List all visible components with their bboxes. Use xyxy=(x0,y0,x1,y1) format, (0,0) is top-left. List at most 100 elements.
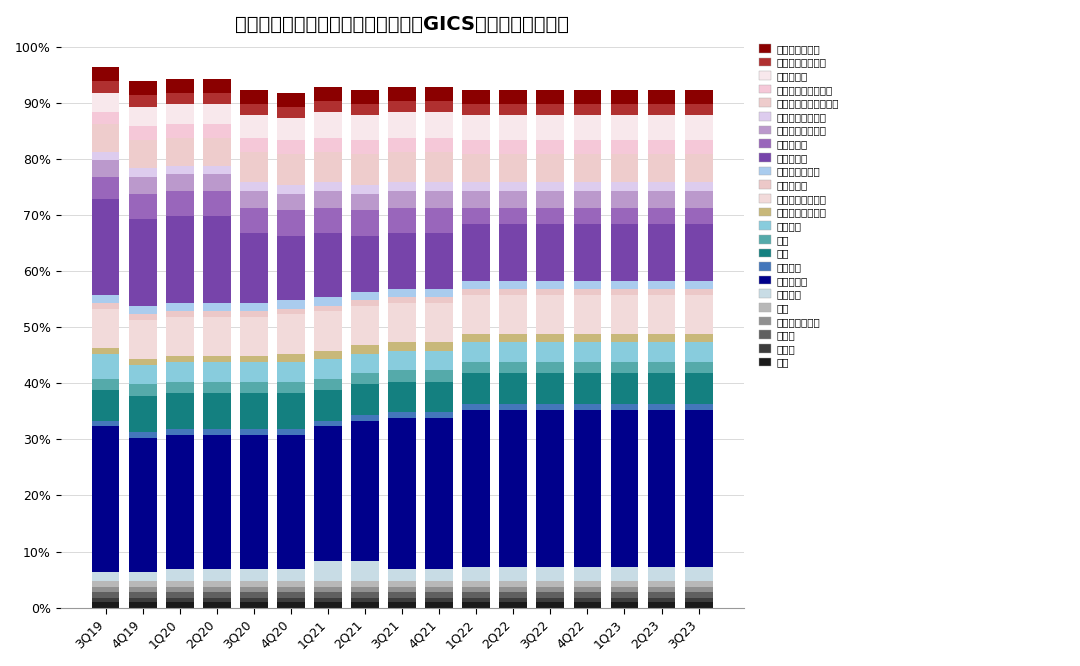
Bar xyxy=(537,104,564,115)
Bar xyxy=(92,113,120,123)
Bar xyxy=(648,334,675,342)
Bar xyxy=(351,581,379,587)
Bar xyxy=(203,104,231,123)
Bar xyxy=(129,194,157,219)
Bar xyxy=(314,152,342,182)
Bar xyxy=(276,308,305,314)
Bar xyxy=(240,104,268,115)
Bar xyxy=(276,141,305,155)
Bar xyxy=(610,289,638,294)
Bar xyxy=(165,191,193,216)
Bar xyxy=(165,123,193,138)
Bar xyxy=(462,342,490,362)
Bar xyxy=(462,141,490,155)
Bar xyxy=(685,373,713,404)
Bar xyxy=(573,289,602,294)
Bar xyxy=(685,581,713,587)
Bar xyxy=(203,362,231,382)
Bar xyxy=(388,182,416,191)
Bar xyxy=(165,93,193,104)
Bar xyxy=(240,435,268,569)
Bar xyxy=(203,317,231,356)
Bar xyxy=(462,597,490,602)
Bar xyxy=(165,393,193,429)
Bar xyxy=(610,155,638,182)
Bar xyxy=(573,224,602,280)
Bar xyxy=(165,317,193,356)
Bar xyxy=(276,118,305,141)
Bar xyxy=(573,342,602,362)
Bar xyxy=(129,602,157,607)
Bar xyxy=(685,362,713,373)
Bar xyxy=(351,587,379,592)
Bar xyxy=(165,587,193,592)
Bar xyxy=(426,597,453,602)
Bar xyxy=(648,182,675,191)
Bar xyxy=(573,334,602,342)
Bar xyxy=(203,429,231,435)
Bar xyxy=(388,298,416,303)
Bar xyxy=(165,312,193,317)
Bar xyxy=(573,410,602,567)
Bar xyxy=(648,602,675,607)
Bar xyxy=(351,306,379,345)
Bar xyxy=(573,90,602,104)
Bar xyxy=(129,176,157,194)
Bar xyxy=(351,155,379,185)
Bar xyxy=(426,298,453,303)
Bar xyxy=(610,342,638,362)
Bar xyxy=(240,182,268,191)
Bar xyxy=(165,597,193,602)
Bar xyxy=(462,115,490,141)
Bar xyxy=(314,138,342,152)
Bar xyxy=(240,208,268,233)
Bar xyxy=(462,373,490,404)
Bar xyxy=(314,182,342,191)
Bar xyxy=(129,581,157,587)
Bar xyxy=(573,587,602,592)
Bar xyxy=(92,160,120,176)
Bar xyxy=(351,292,379,300)
Bar xyxy=(499,224,527,280)
Bar xyxy=(685,104,713,115)
Bar xyxy=(129,219,157,306)
Bar xyxy=(499,280,527,289)
Bar xyxy=(462,155,490,182)
Bar xyxy=(203,174,231,191)
Bar xyxy=(610,410,638,567)
Bar xyxy=(240,429,268,435)
Bar xyxy=(92,199,120,294)
Bar xyxy=(351,104,379,115)
Bar xyxy=(92,354,120,379)
Bar xyxy=(388,602,416,607)
Bar xyxy=(648,410,675,567)
Bar xyxy=(537,334,564,342)
Bar xyxy=(351,561,379,581)
Bar xyxy=(426,370,453,382)
Bar xyxy=(240,581,268,587)
Bar xyxy=(276,429,305,435)
Bar xyxy=(388,289,416,298)
Bar xyxy=(648,141,675,155)
Bar xyxy=(92,67,120,81)
Bar xyxy=(276,435,305,569)
Legend: 技术硬件与设备, 半导体产品与设备, 软件与服务, 医疗保健设备与服务, 制药、生物科技和生命, 汽车与汽车零部件, 耐用消费品与服装, 消费者服务, 可选品零: 技术硬件与设备, 半导体产品与设备, 软件与服务, 医疗保健设备与服务, 制药、… xyxy=(756,41,842,371)
Bar xyxy=(573,597,602,602)
Bar xyxy=(610,592,638,597)
Bar xyxy=(573,141,602,155)
Bar xyxy=(240,90,268,104)
Bar xyxy=(426,208,453,233)
Bar xyxy=(426,152,453,182)
Bar xyxy=(203,597,231,602)
Bar xyxy=(314,592,342,597)
Bar xyxy=(426,138,453,152)
Bar xyxy=(426,113,453,138)
Bar xyxy=(276,185,305,194)
Bar xyxy=(685,280,713,289)
Bar xyxy=(685,342,713,362)
Bar xyxy=(388,569,416,581)
Bar xyxy=(203,216,231,303)
Bar xyxy=(351,421,379,561)
Bar xyxy=(92,308,120,348)
Bar xyxy=(648,191,675,208)
